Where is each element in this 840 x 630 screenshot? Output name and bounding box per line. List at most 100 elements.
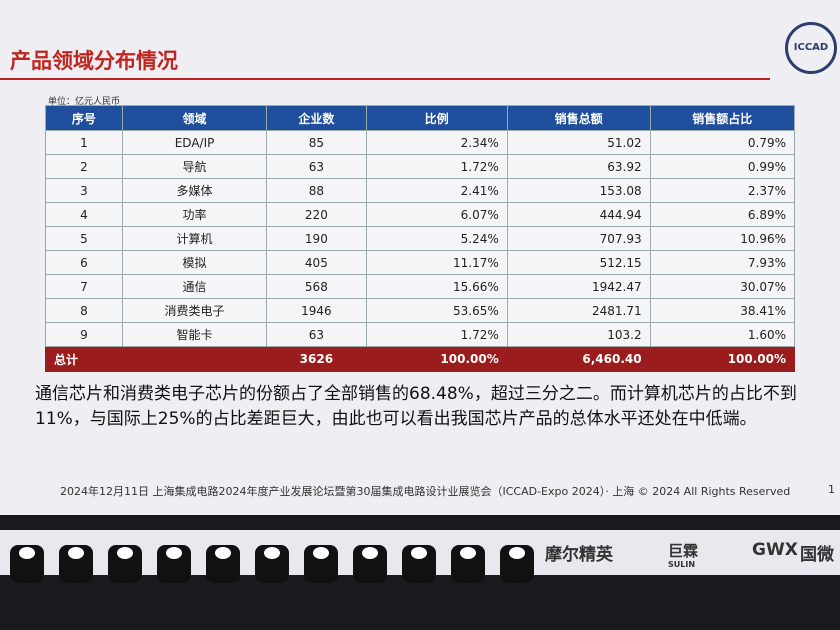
cell: 1.72% (365, 322, 508, 347)
cell: 88 (266, 178, 367, 203)
cell: 0.99% (649, 154, 796, 179)
table-row: 8 消费类电子 1946 53.65% 2481.71 38.41% (45, 298, 796, 323)
total-cell (121, 346, 268, 372)
cell: 7 (45, 274, 123, 299)
cell: 405 (266, 250, 367, 275)
cell: 2.37% (649, 178, 796, 203)
cell: 计算机 (121, 226, 268, 251)
cell: 3 (45, 178, 123, 203)
column-header: 销售总额 (506, 105, 651, 131)
cell: 190 (266, 226, 367, 251)
cell: 10.96% (649, 226, 796, 251)
cell: 103.2 (506, 322, 651, 347)
total-cell: 总计 (45, 346, 123, 372)
total-cell: 100.00% (649, 346, 796, 372)
column-header: 比例 (365, 105, 508, 131)
stage-light (157, 545, 191, 583)
cell: 512.15 (506, 250, 651, 275)
table-row: 4 功率 220 6.07% 444.94 6.89% (45, 202, 796, 227)
column-header: 企业数 (266, 105, 367, 131)
sponsor: 摩尔精英 (545, 545, 613, 565)
stage-light (108, 545, 142, 583)
title: 产品领域分布情况 (10, 49, 178, 73)
cell: 1.72% (365, 154, 508, 179)
cell: 9 (45, 322, 123, 347)
sponsor: SULIN (668, 560, 696, 569)
cell: 5 (45, 226, 123, 251)
slide: 产品领域分布情况 ICCAD 单位：亿元人民币 序号 领域 企业数 比例 销售总额 销售额… (0, 0, 840, 515)
cell: 模拟 (121, 250, 268, 275)
cell: 通信 (121, 274, 268, 299)
cell: 2481.71 (506, 298, 651, 323)
cell: 8 (45, 298, 123, 323)
cell: 导航 (121, 154, 268, 179)
cell: 2.34% (365, 130, 508, 155)
total-cell: 3626 (266, 346, 367, 372)
table-row: 6 模拟 405 11.17% 512.15 7.93% (45, 250, 796, 275)
stage-light (59, 545, 93, 583)
cell: 功率 (121, 202, 268, 227)
table-row: 9 智能卡 63 1.72% 103.2 1.60% (45, 322, 796, 347)
total-cell: 100.00% (365, 346, 508, 372)
cell: 220 (266, 202, 367, 227)
cell: 63 (266, 322, 367, 347)
cell: 1946 (266, 298, 367, 323)
column-header: 领域 (121, 105, 268, 131)
cell: 2 (45, 154, 123, 179)
cell: 444.94 (506, 202, 651, 227)
cell: 5.24% (365, 226, 508, 251)
cell: 6.89% (649, 202, 796, 227)
cell: 1942.47 (506, 274, 651, 299)
summary: 通信芯片和消费类电子芯片的份额占了全部销售的68.48%，超过三分之二。而计算机… (35, 384, 797, 429)
column-header: 销售额占比 (649, 105, 796, 131)
cell: 多媒体 (121, 178, 268, 203)
stage-light (304, 545, 338, 583)
cell: 63.92 (506, 154, 651, 179)
stage-light (206, 545, 240, 583)
cell: 0.79% (649, 130, 796, 155)
header-row: 序号 领域 企业数 比例 销售总额 销售额占比 (45, 105, 796, 131)
table-row: 1 EDA/IP 85 2.34% 51.02 0.79% (45, 130, 796, 155)
stage-light (353, 545, 387, 583)
cell: 30.07% (649, 274, 796, 299)
cell: 智能卡 (121, 322, 268, 347)
cell: 85 (266, 130, 367, 155)
column-header: 序号 (45, 105, 123, 131)
title-rule (0, 78, 770, 80)
stage-light (451, 545, 485, 583)
sponsor: 国微 (800, 545, 834, 565)
cell: 1.60% (649, 322, 796, 347)
cell: 11.17% (365, 250, 508, 275)
cell: 4 (45, 202, 123, 227)
stage-light (10, 545, 44, 583)
cell: 38.41% (649, 298, 796, 323)
cell: 51.02 (506, 130, 651, 155)
unit: 单位：亿元人民币 (48, 97, 121, 107)
cell: 15.66% (365, 274, 508, 299)
cell: 153.08 (506, 178, 651, 203)
cell: 消费类电子 (121, 298, 268, 323)
cell: 53.65% (365, 298, 508, 323)
footer: 2024年12月11日 上海集成电路2024年度产业发展论坛暨第30届集成电路设… (60, 485, 791, 498)
table-row: 5 计算机 190 5.24% 707.93 10.96% (45, 226, 796, 251)
sponsor: 巨霖 (668, 542, 699, 560)
cell: 568 (266, 274, 367, 299)
total-cell: 6,460.40 (506, 346, 651, 372)
cell: 6 (45, 250, 123, 275)
total-row: 总计 3626 100.00% 6,460.40 100.00% (45, 346, 796, 372)
cell: 7.93% (649, 250, 796, 275)
cell: 63 (266, 154, 367, 179)
table-row: 7 通信 568 15.66% 1942.47 30.07% (45, 274, 796, 299)
cell: EDA/IP (121, 130, 268, 155)
stage-light (402, 545, 436, 583)
table-row: 2 导航 63 1.72% 63.92 0.99% (45, 154, 796, 179)
stage-light (500, 545, 534, 583)
cell: 6.07% (365, 202, 508, 227)
cell: 2.41% (365, 178, 508, 203)
sponsor: GWX (752, 540, 798, 560)
table-row: 3 多媒体 88 2.41% 153.08 2.37% (45, 178, 796, 203)
cell: 1 (45, 130, 123, 155)
logo: ICCAD (785, 22, 837, 74)
cell: 707.93 (506, 226, 651, 251)
